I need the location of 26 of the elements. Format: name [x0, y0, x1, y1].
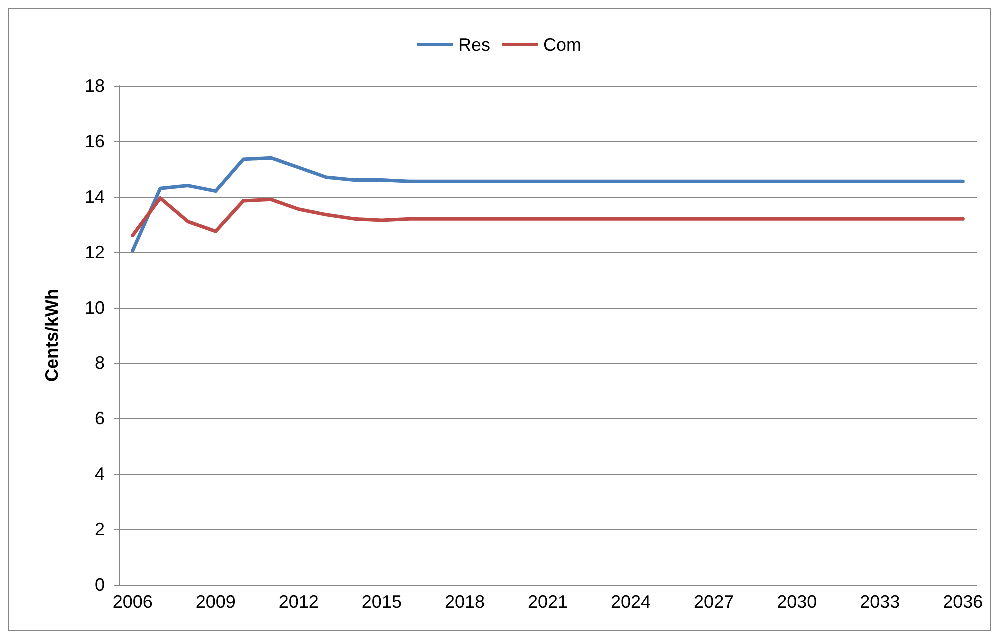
x-tick-label: 2036 [943, 592, 984, 612]
y-axis-title: Cents/kWh [42, 288, 62, 382]
y-tick-label: 18 [84, 76, 105, 96]
y-tick-label: 6 [94, 408, 105, 429]
x-tick-label: 2012 [278, 592, 319, 612]
y-tick-label: 10 [84, 298, 105, 318]
legend-label: Res [458, 35, 491, 55]
x-tick-label: 2024 [611, 592, 652, 612]
y-tick-label: 14 [84, 186, 105, 207]
y-tick-label: 12 [84, 242, 105, 262]
y-tick-label: 8 [94, 353, 105, 374]
x-tick-label: 2009 [196, 592, 236, 612]
x-tick-label: 2027 [694, 592, 734, 612]
x-tick-label: 2021 [528, 592, 568, 612]
line-series [131, 196, 965, 238]
x-tick-label: 2018 [444, 592, 485, 612]
x-tick-label: 2006 [112, 592, 153, 612]
line-series [131, 156, 965, 253]
x-tick-label: 2033 [860, 592, 900, 612]
y-tick-label: 16 [84, 131, 105, 152]
x-tick-label: 2030 [777, 592, 818, 612]
y-tick-label: 0 [94, 575, 105, 595]
y-tick-label: 4 [94, 464, 105, 484]
x-tick-label: 2015 [362, 592, 402, 612]
legend-label: Com [544, 35, 582, 55]
y-tick-label: 2 [94, 520, 105, 540]
